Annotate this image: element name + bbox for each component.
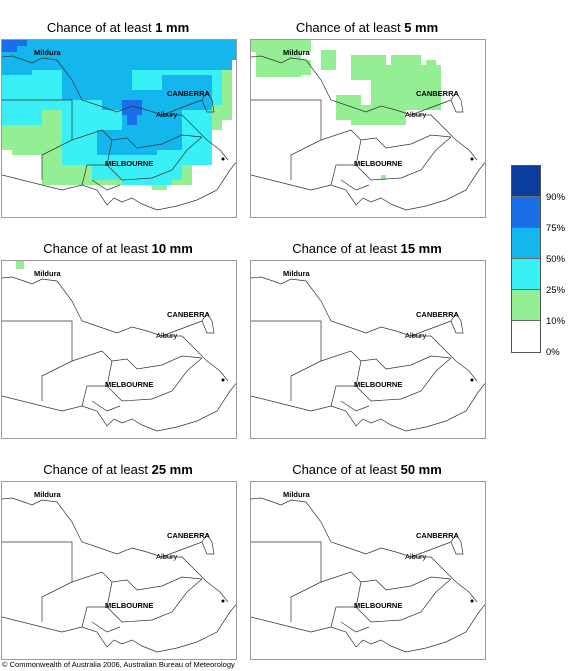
map-label-mildura: Mildura — [34, 490, 61, 499]
panel-title-10mm: Chance of at least 10 mm — [43, 241, 193, 256]
victoria-outline-map — [251, 497, 485, 653]
legend-label-90: 90% — [546, 192, 566, 203]
legend-label-10: 10% — [546, 316, 566, 327]
legend-label-75: 75% — [546, 223, 566, 234]
probability-legend — [511, 165, 541, 353]
map-panel-25mm: Mildura CANBERRA Albury MELBOURNE — [1, 481, 237, 660]
map-panel-50mm: Mildura CANBERRA Albury MELBOURNE — [250, 481, 486, 660]
map-label-melbourne: MELBOURNE — [105, 601, 154, 610]
panel-title-15mm: Chance of at least 15 mm — [292, 241, 442, 256]
map-label-melbourne: MELBOURNE — [105, 159, 154, 168]
map-panel-15mm: Mildura CANBERRA Albury MELBOURNE — [250, 260, 486, 439]
legend-swatch-25-50 — [512, 259, 540, 290]
map-label-canberra: CANBERRA — [416, 89, 459, 98]
map-label-albury: Albury — [405, 110, 427, 119]
map-label-mildura: Mildura — [283, 490, 310, 499]
map-label-mildura: Mildura — [283, 269, 310, 278]
map-label-albury: Albury — [156, 552, 178, 561]
legend-swatch-0-10 — [512, 321, 540, 352]
map-label-albury: Albury — [405, 331, 427, 340]
map-label-canberra: CANBERRA — [167, 89, 210, 98]
legend-label-25: 25% — [546, 285, 566, 296]
legend-swatch-50-75 — [512, 228, 540, 259]
panel-title-50mm: Chance of at least 50 mm — [292, 462, 442, 477]
map-label-canberra: CANBERRA — [416, 310, 459, 319]
map-label-albury: Albury — [405, 552, 427, 561]
map-label-mildura: Mildura — [283, 48, 310, 57]
victoria-outline-map — [2, 497, 236, 653]
victoria-outline-map — [251, 55, 485, 211]
legend-swatch-90-100 — [512, 166, 540, 197]
victoria-outline-map — [2, 55, 236, 211]
probability-fill-layer — [16, 261, 24, 269]
map-label-canberra: CANBERRA — [416, 531, 459, 540]
map-label-melbourne: MELBOURNE — [354, 159, 403, 168]
map-label-albury: Albury — [156, 331, 178, 340]
map-label-melbourne: MELBOURNE — [105, 380, 154, 389]
victoria-outline-map — [251, 276, 485, 432]
map-label-melbourne: MELBOURNE — [354, 380, 403, 389]
map-label-canberra: CANBERRA — [167, 531, 210, 540]
legend-swatch-10-25 — [512, 290, 540, 321]
legend-label-50: 50% — [546, 254, 566, 265]
panel-title-5mm: Chance of at least 5 mm — [295, 20, 439, 35]
copyright-notice: © Commonwealth of Australia 2006, Austra… — [2, 660, 235, 669]
probability-fill-layer — [251, 40, 441, 180]
panel-title-1mm: Chance of at least 1 mm — [46, 20, 190, 35]
map-panel-5mm: Mildura CANBERRA Albury MELBOURNE — [250, 39, 486, 218]
panel-title-25mm: Chance of at least 25 mm — [43, 462, 193, 477]
map-panel-10mm: Mildura CANBERRA Albury MELBOURNE — [1, 260, 237, 439]
map-label-mildura: Mildura — [34, 48, 61, 57]
map-label-albury: Albury — [156, 110, 178, 119]
map-label-canberra: CANBERRA — [167, 310, 210, 319]
map-label-mildura: Mildura — [34, 269, 61, 278]
map-label-melbourne: MELBOURNE — [354, 601, 403, 610]
map-panel-1mm: Mildura CANBERRA Albury MELBOURNE — [1, 39, 237, 218]
legend-label-0: 0% — [546, 347, 560, 358]
victoria-outline-map — [2, 276, 236, 432]
legend-swatch-75-90 — [512, 197, 540, 228]
